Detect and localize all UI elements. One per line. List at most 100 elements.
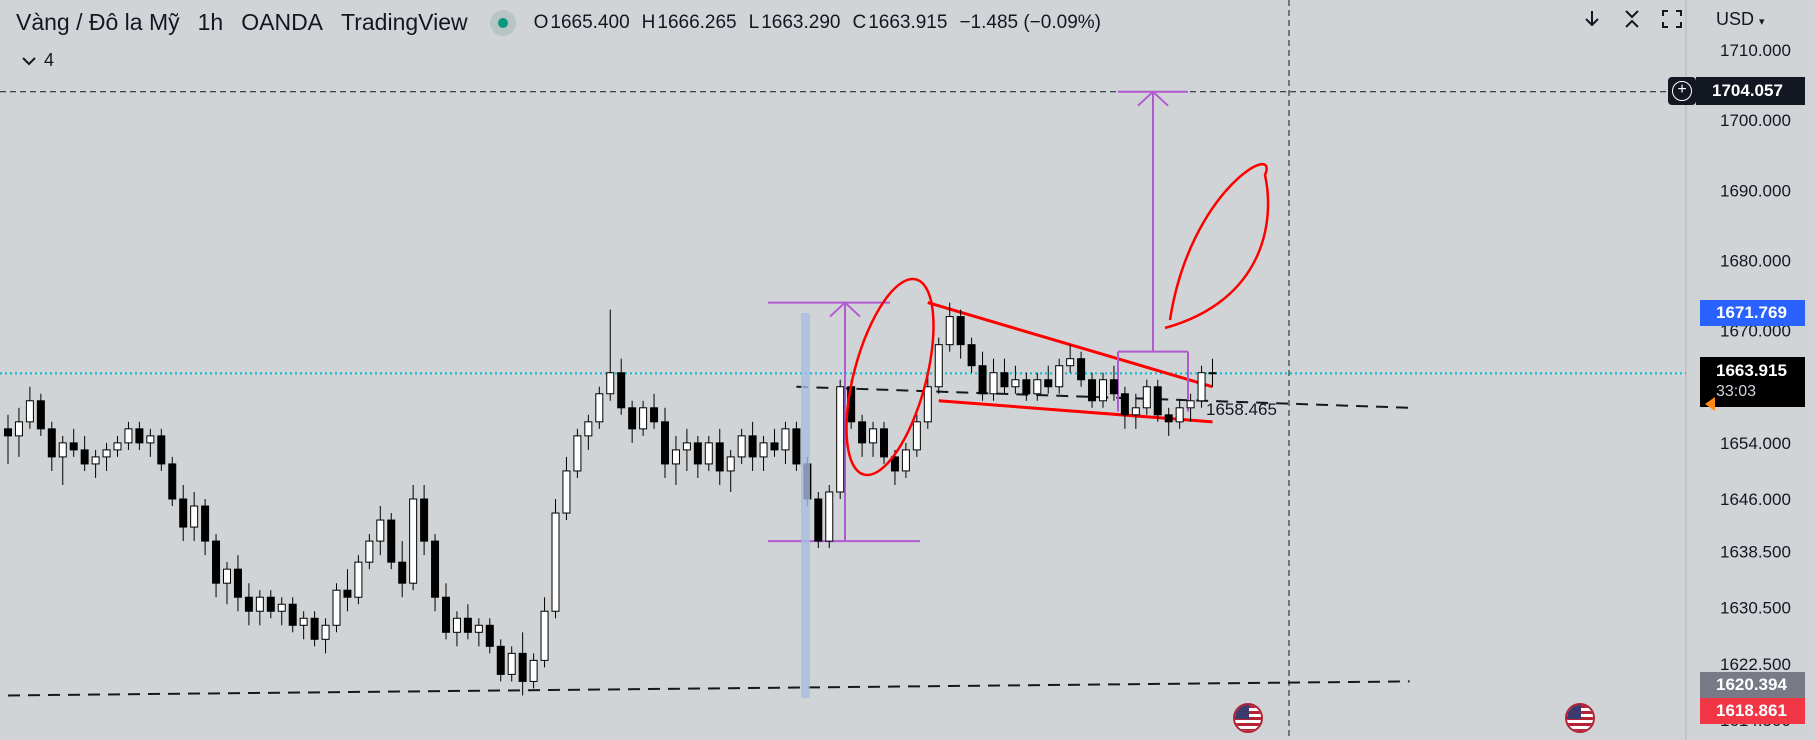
fullscreen-icon[interactable]	[1660, 8, 1684, 34]
candle	[244, 583, 253, 626]
indicators-count: 4	[44, 50, 55, 70]
last-price-value: 1663.915	[1716, 361, 1787, 380]
candle-body	[967, 344, 976, 367]
candle	[14, 407, 23, 457]
candle-body	[4, 428, 12, 437]
candle	[332, 583, 341, 633]
candle	[737, 428, 746, 464]
candle-body	[989, 372, 998, 395]
symbol-header: Vàng / Đô la Mỹ 1h OANDA TradingView O 16…	[16, 9, 1101, 36]
candle-body	[354, 561, 363, 598]
candle	[1120, 386, 1129, 429]
candle	[595, 386, 604, 429]
candle-body	[715, 442, 724, 472]
candle	[792, 421, 801, 471]
arrow-up-icon	[1137, 90, 1169, 107]
candle-body	[1131, 407, 1140, 416]
candle-body	[956, 316, 965, 346]
candle	[365, 534, 374, 570]
candle-body	[463, 617, 472, 633]
price-tick-label: 1700.000	[1720, 111, 1791, 130]
candle-body	[409, 498, 418, 584]
candle	[321, 618, 330, 654]
collapse-icon[interactable]	[1620, 8, 1644, 34]
candle-body	[452, 617, 461, 633]
dashed-trendline-lower	[7, 680, 1410, 697]
candle	[36, 393, 45, 436]
candle-body	[595, 393, 604, 423]
add-alert-button[interactable]: +	[1668, 77, 1696, 105]
candle-body	[912, 421, 921, 451]
red-ellipse-breakout	[1164, 163, 1270, 330]
candle-body	[880, 428, 888, 458]
candle	[266, 590, 275, 619]
candle	[945, 302, 954, 352]
candle	[452, 611, 461, 647]
candle-body	[693, 442, 702, 465]
ohlc-low: L 1663.290	[748, 11, 841, 33]
candle	[617, 358, 626, 415]
candle	[715, 428, 724, 485]
price-marker-icon	[1705, 397, 1715, 411]
indicators-toggle[interactable]: 4	[22, 50, 54, 71]
candle-body	[573, 435, 582, 472]
candle-body	[814, 498, 823, 542]
candle	[956, 309, 965, 359]
candle	[1066, 344, 1075, 373]
candle-body	[748, 435, 757, 458]
candle	[146, 428, 155, 457]
candle-body	[91, 456, 100, 465]
us-flag-icon[interactable]	[1233, 703, 1263, 733]
candle	[551, 499, 560, 619]
candle	[496, 639, 505, 682]
candle-body	[157, 435, 166, 465]
candle-body	[124, 428, 133, 444]
currency-selector[interactable]: USD ▾	[1716, 9, 1765, 30]
candle	[25, 386, 34, 429]
symbol-name[interactable]: Vàng / Đô la Mỹ	[16, 9, 180, 35]
candle	[1164, 407, 1173, 436]
candle-body	[431, 540, 440, 598]
price-tick-label: 1670.000	[1720, 322, 1791, 341]
candle-body	[299, 617, 308, 626]
candle-body	[792, 428, 801, 465]
candle	[770, 428, 779, 457]
candle	[1055, 358, 1064, 394]
us-flag-icon[interactable]	[1565, 703, 1595, 733]
candle-body	[1175, 407, 1184, 423]
crosshair-price-tag: 1704.057	[1696, 77, 1805, 105]
chevron-down-icon: ▾	[1759, 16, 1765, 28]
plus-icon: +	[1672, 81, 1692, 101]
price-scale-ticks: 1710.000 1700.000 1690.000 1680.000 1670.000…	[1720, 41, 1791, 730]
interval-label[interactable]: 1h	[197, 9, 224, 35]
candle	[825, 484, 834, 549]
candle	[726, 449, 735, 492]
candle	[1044, 365, 1053, 394]
candle	[628, 400, 637, 443]
candle	[693, 435, 702, 478]
candle-body	[36, 400, 45, 430]
candle-body	[102, 449, 111, 458]
candle-body	[584, 421, 593, 437]
arrow-down-icon[interactable]	[1580, 8, 1604, 34]
bar-countdown: 33:03	[1716, 383, 1757, 400]
candle	[967, 337, 976, 373]
candle	[179, 484, 188, 542]
ohlc-high: H 1666.265	[641, 11, 737, 33]
candle	[212, 534, 221, 598]
candle-body	[628, 407, 637, 430]
candle	[1022, 372, 1031, 401]
candle	[124, 421, 133, 450]
candle	[343, 569, 352, 612]
candle	[573, 428, 582, 478]
candle	[923, 372, 932, 429]
candle-body	[682, 442, 691, 451]
candle-body	[266, 596, 275, 612]
candle-body	[1186, 400, 1195, 409]
candle-body	[113, 442, 122, 451]
candle	[233, 555, 242, 612]
candle	[1197, 365, 1206, 408]
market-status-icon[interactable]	[489, 9, 516, 36]
